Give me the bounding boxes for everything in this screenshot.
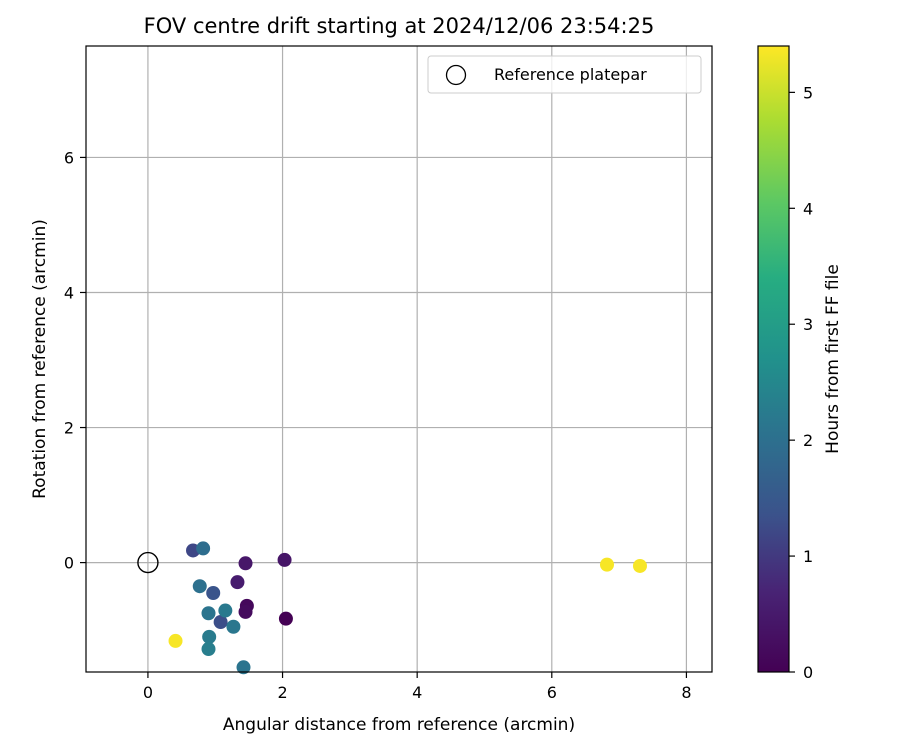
colorbar-tick-label: 4: [803, 199, 813, 218]
legend: Reference platepar: [427, 55, 702, 94]
colorbar-label: Hours from first FF file: [823, 264, 843, 454]
x-tick-label: 4: [412, 683, 422, 702]
y-axis-label: Rotation from reference (arcmin): [30, 219, 50, 499]
x-tick-label: 0: [143, 683, 153, 702]
colorbar-gradient: [757, 45, 790, 673]
x-tick-label: 2: [277, 683, 287, 702]
colorbar-tick-label: 2: [803, 431, 813, 450]
data-point: [206, 585, 221, 600]
legend-box: [427, 55, 702, 94]
x-axis-label: Angular distance from reference (arcmin): [223, 715, 575, 735]
data-point: [192, 579, 207, 594]
data-point: [278, 611, 293, 626]
colorbar-tick-label: 1: [803, 547, 813, 566]
chart-title: FOV centre drift starting at 2024/12/06 …: [144, 14, 655, 38]
data-point: [236, 660, 251, 675]
colorbar-tick-label: 0: [803, 663, 813, 682]
grid: [86, 46, 712, 672]
data-point: [599, 557, 614, 572]
data-point: [201, 606, 216, 621]
y-tick-label: 2: [64, 419, 74, 438]
data-point: [196, 541, 211, 556]
axis-ticks: 0 2 4 6 8 0 2 4 6: [64, 148, 692, 702]
data-point: [238, 556, 253, 571]
data-point: [218, 603, 233, 618]
reference-platepar-marker: [137, 551, 159, 574]
data-point: [168, 633, 183, 648]
y-tick-label: 6: [64, 148, 74, 167]
data-point: [230, 575, 245, 590]
data-point: [277, 552, 292, 567]
legend-marker-reference: [445, 64, 467, 86]
colorbar-tick-label: 5: [803, 83, 813, 102]
plot-frame: [85, 45, 713, 673]
x-tick-label: 6: [547, 683, 557, 702]
data-point: [632, 558, 647, 573]
x-tick-label: 8: [681, 683, 691, 702]
data-point: [238, 604, 253, 619]
colorbar-ticks: 0 1 2 3 4 5: [789, 83, 813, 682]
data-point: [226, 619, 241, 634]
legend-label-reference: Reference platepar: [494, 65, 647, 84]
colorbar-tick-label: 3: [803, 315, 813, 334]
y-tick-label: 0: [64, 554, 74, 573]
colorbar: 0 1 2 3 4 5 Hours from first FF file: [757, 45, 843, 682]
data-point: [213, 615, 228, 630]
scatter-points: [137, 541, 647, 675]
data-point: [202, 629, 217, 644]
data-point: [201, 642, 216, 657]
y-tick-label: 4: [64, 283, 74, 302]
